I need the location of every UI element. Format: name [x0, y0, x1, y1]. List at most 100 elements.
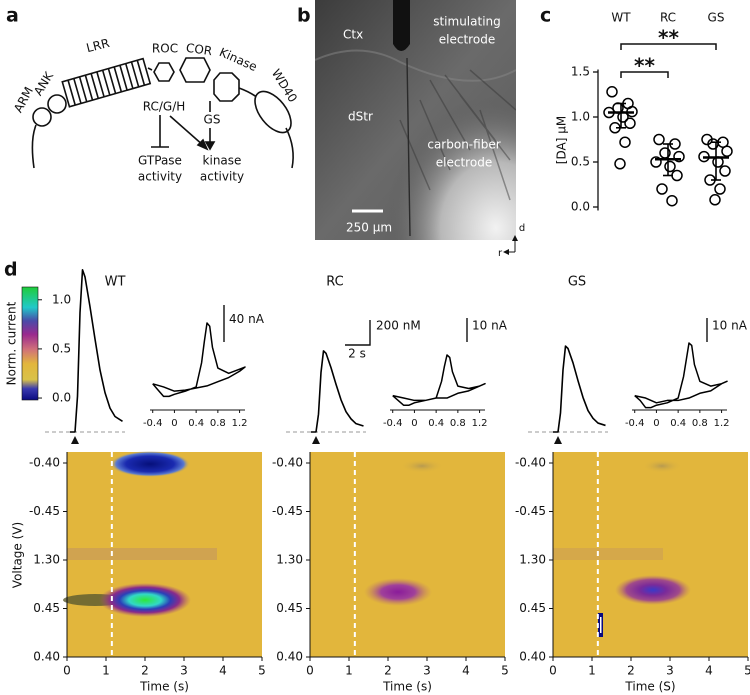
- mutation-label: GS: [204, 113, 221, 127]
- data-point: [721, 145, 733, 157]
- y-tick-label: 0.45: [33, 601, 60, 615]
- lrr-domain: [61, 57, 152, 108]
- x-tick-label: 0.8: [210, 418, 226, 429]
- y-tick-label: -0.40: [515, 456, 546, 470]
- x-tick-label: 2: [627, 664, 635, 678]
- y-tick-label: 0.45: [276, 601, 303, 615]
- trace-title: RC: [326, 275, 343, 290]
- heatmap-feature: [400, 459, 444, 473]
- x-tick-label: 0: [411, 418, 417, 429]
- scale-label: 10 nA: [712, 319, 748, 333]
- electrode-label: electrode: [436, 156, 492, 170]
- x-tick-label: 0.4: [428, 418, 444, 429]
- y-tick-label: 0.45: [519, 601, 546, 615]
- heatmap-feature: [642, 459, 682, 473]
- data-point: [707, 138, 719, 150]
- panel-label: c: [540, 5, 551, 27]
- y-tick-label: -0.45: [29, 504, 60, 518]
- panel-label: d: [4, 259, 18, 281]
- x-tick-label: 0.8: [692, 418, 708, 429]
- voltammogram: [634, 342, 728, 409]
- concentration-trace: [311, 350, 364, 433]
- backbone: [31, 124, 37, 169]
- heatmap-feature: [110, 451, 190, 477]
- significance-bracket: [620, 43, 717, 50]
- fiber-tracts: [399, 69, 516, 201]
- region-label: dStr: [348, 110, 373, 124]
- domain-label: COR: [185, 41, 213, 59]
- significance-label: **: [658, 26, 679, 50]
- data-point: [659, 147, 671, 159]
- domain-label: LRR: [85, 36, 111, 55]
- heatmap-features: [63, 451, 691, 637]
- x-tick-label: 0.8: [450, 418, 466, 429]
- stimulus-marker: [71, 436, 79, 444]
- significance-bracket: [620, 71, 669, 78]
- domain-label: Kinase: [217, 45, 259, 74]
- x-tick-label: -0.4: [383, 418, 403, 429]
- significance-label: **: [634, 54, 655, 78]
- data-point: [666, 194, 678, 207]
- y-tick-label: 0.0: [571, 200, 590, 214]
- arrowhead: [503, 249, 509, 255]
- y-tick-label: 1.0: [571, 110, 590, 124]
- category-label: RC: [660, 11, 676, 25]
- scale-label: 200 nM: [376, 319, 421, 333]
- scale-bar: [345, 320, 371, 346]
- outcome-label: GTPase: [138, 154, 182, 168]
- x-tick-label: 4: [219, 664, 227, 678]
- data-point: [719, 165, 731, 177]
- heatmap-feature: [615, 575, 691, 605]
- colorbar-tick-label: 0.0: [52, 391, 71, 405]
- roc-domain: [153, 62, 175, 82]
- category-label: GS: [708, 11, 725, 25]
- ank-domain: [47, 94, 67, 114]
- x-tick-label: 0: [171, 418, 177, 429]
- x-tick-label: 0: [549, 664, 557, 678]
- orientation-label: r: [498, 248, 503, 259]
- y-tick-label: -0.40: [272, 456, 303, 470]
- x-tick-label: 0.4: [670, 418, 686, 429]
- x-tick-label: 0: [63, 664, 71, 678]
- region-label: Ctx: [343, 28, 363, 42]
- orientation-label: d: [519, 223, 525, 234]
- x-tick-label: 0.4: [188, 418, 204, 429]
- x-tick-label: 3: [423, 664, 431, 678]
- heatmap-feature: [364, 578, 432, 606]
- y-tick-label: 1.30: [33, 553, 60, 567]
- panel-label: b: [297, 5, 311, 27]
- data-point: [606, 86, 618, 98]
- heatmap-backgrounds: [67, 452, 748, 657]
- voltammogram: [152, 322, 246, 398]
- y-tick-label: -0.45: [515, 504, 546, 518]
- data-point: [650, 156, 662, 168]
- mutation-label: RC/G/H: [143, 100, 186, 114]
- panel-label: a: [6, 5, 19, 27]
- outcome-label: activity: [200, 170, 244, 184]
- scale-label: 10 nA: [472, 319, 508, 333]
- x-axis-label: Time (S): [624, 680, 675, 694]
- kinase-domain: [213, 72, 240, 102]
- backbone: [285, 127, 294, 169]
- carbon-fiber: [406, 57, 411, 237]
- electrode-label: carbon-fiber: [427, 138, 500, 152]
- data-point: [614, 158, 626, 170]
- y-axis-label: [DA] µM: [555, 116, 569, 164]
- x-tick-label: 1.2: [232, 418, 248, 429]
- y-tick-label: 0.40: [276, 650, 303, 664]
- tissue-boundary: [315, 49, 516, 82]
- y-tick-label: 0.40: [519, 650, 546, 664]
- category-label: WT: [611, 11, 631, 25]
- outcome-label: kinase: [203, 154, 242, 168]
- colorbar-tick-label: 1.0: [52, 292, 71, 306]
- scale-label: 2 s: [348, 347, 366, 361]
- micrograph: [315, 0, 516, 240]
- y-tick-label: 1.5: [571, 65, 590, 79]
- y-tick-label: 0.5: [571, 155, 590, 169]
- heatmap-band: [553, 548, 663, 560]
- trace-title: GS: [568, 275, 586, 290]
- heatmap: [67, 452, 262, 657]
- outcome-label: activity: [138, 170, 182, 184]
- x-tick-label: 1: [102, 664, 110, 678]
